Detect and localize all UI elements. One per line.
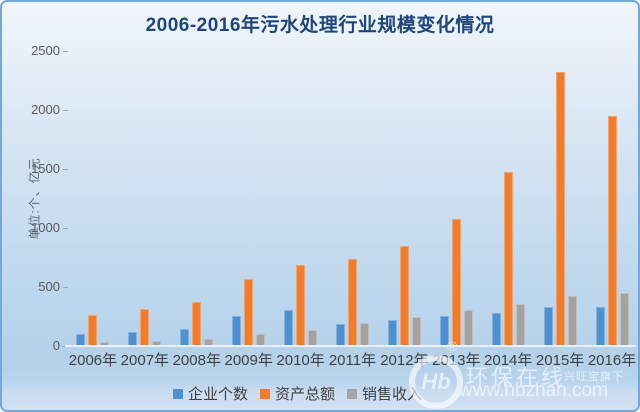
y-tick-mark: [63, 110, 68, 111]
bar-资产总额-2007年: [140, 309, 150, 345]
watermark-url: www.hbzhan.com: [459, 380, 608, 401]
bar-group-2015年: [534, 2, 586, 345]
chart-legend: 企业个数 资产总额 销售收入: [173, 383, 422, 404]
legend-item-资产总额: 资产总额: [260, 383, 335, 404]
bar-group-2013年: [430, 2, 482, 345]
bar-资产总额-2013年: [451, 219, 461, 345]
bar-资产总额-2014年: [503, 172, 513, 345]
bar-企业个数-2014年: [491, 313, 501, 345]
bar-企业个数-2013年: [439, 316, 449, 345]
y-tick-label: 2000: [31, 102, 60, 117]
legend-item-销售收入: 销售收入: [347, 383, 422, 404]
watermark-logo-text: Hb: [421, 369, 451, 394]
bar-企业个数-2009年: [232, 316, 242, 345]
bar-group-2011年: [327, 2, 379, 345]
y-tick-mark: [63, 51, 68, 52]
bar-企业个数-2011年: [335, 324, 345, 345]
bar-group-2007年: [119, 2, 171, 345]
bar-group-2006年: [67, 2, 119, 345]
bar-group-2014年: [482, 2, 534, 345]
x-label-2008年: 2008年: [172, 352, 221, 369]
legend-swatch-icon: [260, 388, 271, 399]
bar-销售收入-2015年: [567, 296, 577, 345]
x-label-2011年: 2011年: [328, 352, 377, 369]
legend-swatch-icon: [173, 388, 183, 399]
watermark-tagline: 兴旺宝旗下: [564, 371, 624, 383]
bar-销售收入-2014年: [515, 304, 525, 345]
y-tick-label: 2500: [31, 43, 60, 58]
x-label-2012年: 2012年: [380, 352, 429, 369]
bar-资产总额-2012年: [399, 246, 409, 345]
bar-group-2008年: [171, 2, 223, 345]
x-axis-labels: 2006年 2007年 2008年 2009年 2010年 2011年 2012年 2013年…: [67, 349, 638, 370]
bar-企业个数-2015年: [543, 307, 553, 345]
bar-企业个数-2007年: [128, 332, 138, 345]
y-axis-title: 单位:个、亿元: [27, 157, 42, 240]
y-tick-label: 0: [52, 338, 60, 353]
bar-企业个数-2010年: [284, 310, 294, 345]
legend-label: 资产总额: [275, 386, 336, 403]
bar-资产总额-2015年: [555, 72, 565, 345]
bar-企业个数-2008年: [180, 329, 190, 345]
legend-swatch-icon: [347, 388, 358, 399]
bar-group-2009年: [223, 2, 275, 345]
bar-资产总额-2008年: [192, 302, 202, 345]
x-label-2010年: 2010年: [276, 352, 325, 369]
bar-企业个数-2006年: [76, 334, 86, 345]
bar-销售收入-2016年: [619, 293, 629, 345]
y-tick-mark: [63, 169, 68, 170]
bar-group-2012年: [378, 2, 430, 345]
x-label-2006年: 2006年: [68, 352, 118, 369]
x-label-2015年: 2015年: [535, 352, 585, 369]
bar-企业个数-2016年: [595, 307, 605, 345]
bar-销售收入-2008年: [204, 339, 214, 345]
bar-资产总额-2009年: [244, 279, 254, 345]
legend-label: 销售收入: [362, 386, 423, 403]
y-tick-mark: [63, 287, 68, 288]
bar-销售收入-2006年: [100, 342, 110, 345]
x-label-2016年: 2016年: [587, 352, 637, 369]
bar-销售收入-2012年: [411, 317, 421, 345]
y-tick-mark: [63, 228, 68, 229]
x-label-2014年: 2014年: [484, 352, 533, 369]
x-label-2009年: 2009年: [224, 352, 273, 369]
bar-group-2016年: [586, 2, 638, 345]
bar-资产总额-2006年: [88, 315, 98, 345]
bar-group-2010年: [275, 2, 327, 345]
legend-label: 企业个数: [188, 386, 249, 403]
bar-资产总额-2016年: [607, 116, 617, 345]
y-tick-label: 1500: [31, 161, 60, 176]
plot-area: [67, 2, 638, 345]
x-axis-line: [65, 345, 636, 347]
bar-企业个数-2012年: [387, 320, 397, 345]
bar-销售收入-2010年: [308, 330, 318, 345]
bar-资产总额-2011年: [347, 259, 357, 345]
legend-item-企业个数: 企业个数: [173, 383, 248, 404]
chart-title: 2006-2016年污水处理行业规模变化情况: [145, 15, 495, 36]
bar-销售收入-2011年: [359, 323, 369, 345]
y-tick-label: 1000: [31, 220, 60, 235]
y-tick-label: 500: [38, 279, 60, 294]
x-label-2013年: 2013年: [432, 352, 481, 369]
bar-资产总额-2010年: [296, 265, 306, 345]
x-label-2007年: 2007年: [120, 352, 170, 369]
bar-销售收入-2007年: [152, 341, 162, 345]
bar-销售收入-2013年: [463, 310, 473, 345]
bar-销售收入-2009年: [256, 334, 266, 345]
